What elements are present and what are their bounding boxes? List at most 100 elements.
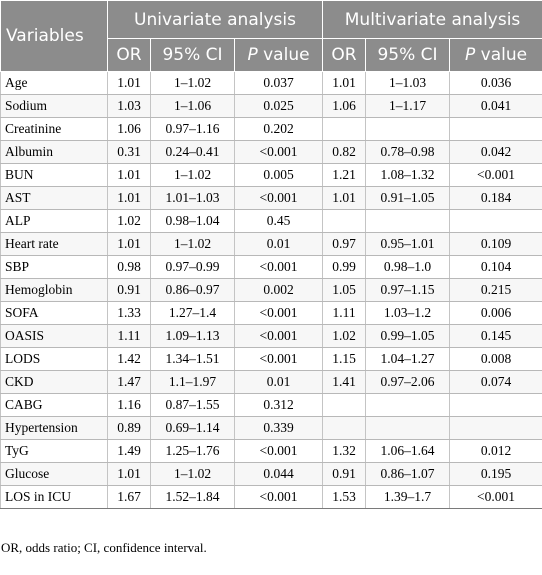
variables-header: Variables — [0, 0, 108, 72]
multivariate-ci-cell: 0.97–1.15 — [365, 278, 451, 302]
multivariate-p-cell — [449, 209, 542, 233]
univariate-ci-cell: 0.97–0.99 — [150, 255, 235, 279]
univariate-or-cell: 0.91 — [107, 278, 151, 302]
univariate-p-cell: 0.025 — [233, 94, 324, 118]
table-row: ALP 1.02 0.98–1.04 0.45 — [0, 209, 542, 233]
univariate-p-cell: 0.01 — [233, 232, 324, 256]
multivariate-ci-header: 95% CI — [365, 38, 451, 72]
variable-cell: LODS — [0, 347, 108, 371]
univariate-p-cell: 0.037 — [233, 71, 324, 95]
variable-cell: CKD — [0, 370, 108, 394]
univariate-p-cell: <0.001 — [233, 324, 324, 348]
univariate-ci-cell: 1–1.06 — [150, 94, 235, 118]
univariate-or-cell: 1.33 — [107, 301, 151, 325]
multivariate-p-cell: 0.195 — [449, 462, 542, 486]
univariate-p-cell: 0.002 — [233, 278, 324, 302]
table-header: Variables Univariate analysis Multivaria… — [0, 0, 542, 72]
variable-cell: Albumin — [0, 140, 108, 164]
table-row: BUN 1.01 1–1.02 0.005 1.21 1.08–1.32 <0.001 — [0, 163, 542, 187]
univariate-or-cell: 1.01 — [107, 163, 151, 187]
univariate-p-cell: 0.339 — [233, 416, 324, 440]
multivariate-or-cell: 1.15 — [322, 347, 367, 371]
univariate-p-cell: 0.005 — [233, 163, 324, 187]
multivariate-or-cell: 1.01 — [322, 186, 367, 210]
multivariate-p-cell: <0.001 — [449, 485, 542, 509]
variable-cell: AST — [0, 186, 108, 210]
multivariate-p-cell: 0.074 — [449, 370, 542, 394]
table-footnote: OR, odds ratio; CI, confidence interval. — [1, 540, 207, 555]
variable-cell: SBP — [0, 255, 108, 279]
univariate-p-cell: <0.001 — [233, 186, 324, 210]
table-row: CABG 1.16 0.87–1.55 0.312 — [0, 393, 542, 417]
table-row: Heart rate 1.01 1–1.02 0.01 0.97 0.95–1.01 0.1… — [0, 232, 542, 256]
univariate-or-cell: 1.01 — [107, 232, 151, 256]
table-row: Glucose 1.01 1–1.02 0.044 0.91 0.86–1.07 0.195 — [0, 462, 542, 486]
univariate-or-header: OR — [107, 38, 151, 72]
univariate-ci-cell: 1–1.02 — [150, 462, 235, 486]
univariate-ci-cell: 1.09–1.13 — [150, 324, 235, 348]
univariate-ci-cell: 0.86–0.97 — [150, 278, 235, 302]
univariate-or-cell: 0.31 — [107, 140, 151, 164]
univariate-ci-cell: 1.34–1.51 — [150, 347, 235, 371]
univariate-or-cell: 1.49 — [107, 439, 151, 463]
multivariate-p-cell: 0.012 — [449, 439, 542, 463]
multivariate-p-cell: 0.184 — [449, 186, 542, 210]
table-row: SOFA 1.33 1.27–1.4 <0.001 1.11 1.03–1.2 0.006 — [0, 301, 542, 325]
univariate-or-cell: 1.11 — [107, 324, 151, 348]
variable-cell: LOS in ICU — [0, 485, 108, 509]
table-row: CKD 1.47 1.1–1.97 0.01 1.41 0.97–2.06 0.074 — [0, 370, 542, 394]
multivariate-p-cell: <0.001 — [449, 163, 542, 187]
univariate-p-cell: 0.202 — [233, 117, 324, 141]
univariate-p-cell: <0.001 — [233, 439, 324, 463]
multivariate-p-cell — [449, 117, 542, 141]
univariate-p-cell: <0.001 — [233, 485, 324, 509]
variable-cell: Heart rate — [0, 232, 108, 256]
multivariate-ci-cell: 0.91–1.05 — [365, 186, 451, 210]
multivariate-or-cell: 1.11 — [322, 301, 367, 325]
multivariate-ci-cell — [365, 117, 451, 141]
univariate-p-cell: <0.001 — [233, 347, 324, 371]
variable-cell: Age — [0, 71, 108, 95]
table-row: OASIS 1.11 1.09–1.13 <0.001 1.02 0.99–1.05 0.1… — [0, 324, 542, 348]
results-table: Variables Univariate analysis Multivaria… — [0, 0, 542, 509]
multivariate-or-cell: 1.21 — [322, 163, 367, 187]
multivariate-or-cell: 1.05 — [322, 278, 367, 302]
multivariate-p-cell: 0.006 — [449, 301, 542, 325]
multivariate-or-cell — [322, 117, 367, 141]
multivariate-or-header: OR — [322, 38, 367, 72]
table-row: AST 1.01 1.01–1.03 <0.001 1.01 0.91–1.05 0.184 — [0, 186, 542, 210]
multivariate-or-cell: 1.01 — [322, 71, 367, 95]
multivariate-or-cell: 0.82 — [322, 140, 367, 164]
univariate-or-cell: 0.98 — [107, 255, 151, 279]
variable-cell: ALP — [0, 209, 108, 233]
multivariate-or-cell — [322, 209, 367, 233]
multivariate-or-cell: 0.97 — [322, 232, 367, 256]
variable-cell: Hemoglobin — [0, 278, 108, 302]
univariate-ci-header: 95% CI — [150, 38, 235, 72]
table-row: TyG 1.49 1.25–1.76 <0.001 1.32 1.06–1.64 0.012 — [0, 439, 542, 463]
multivariate-p-cell: 0.109 — [449, 232, 542, 256]
multivariate-ci-cell: 1.04–1.27 — [365, 347, 451, 371]
univariate-p-cell: 0.312 — [233, 393, 324, 417]
table-row: LODS 1.42 1.34–1.51 <0.001 1.15 1.04–1.27 0.00… — [0, 347, 542, 371]
univariate-ci-cell: 0.24–0.41 — [150, 140, 235, 164]
univariate-or-cell: 1.47 — [107, 370, 151, 394]
univariate-ci-cell: 0.87–1.55 — [150, 393, 235, 417]
univariate-p-cell: <0.001 — [233, 140, 324, 164]
multivariate-or-cell: 0.99 — [322, 255, 367, 279]
variable-cell: TyG — [0, 439, 108, 463]
variable-cell: Hypertension — [0, 416, 108, 440]
univariate-ci-cell: 1.52–1.84 — [150, 485, 235, 509]
univariate-ci-cell: 1.01–1.03 — [150, 186, 235, 210]
univariate-p-cell: <0.001 — [233, 255, 324, 279]
multivariate-or-cell: 1.41 — [322, 370, 367, 394]
univariate-ci-cell: 0.97–1.16 — [150, 117, 235, 141]
multivariate-p-cell: 0.008 — [449, 347, 542, 371]
table-body: Age 1.01 1–1.02 0.037 1.01 1–1.03 0.036 Sodium 1… — [0, 71, 542, 509]
multivariate-p-cell: 0.041 — [449, 94, 542, 118]
multivariate-ci-cell: 1.39–1.7 — [365, 485, 451, 509]
table-row: Creatinine 1.06 0.97–1.16 0.202 — [0, 117, 542, 141]
multivariate-p-cell — [449, 393, 542, 417]
multivariate-or-cell: 1.32 — [322, 439, 367, 463]
multivariate-p-cell: 0.104 — [449, 255, 542, 279]
